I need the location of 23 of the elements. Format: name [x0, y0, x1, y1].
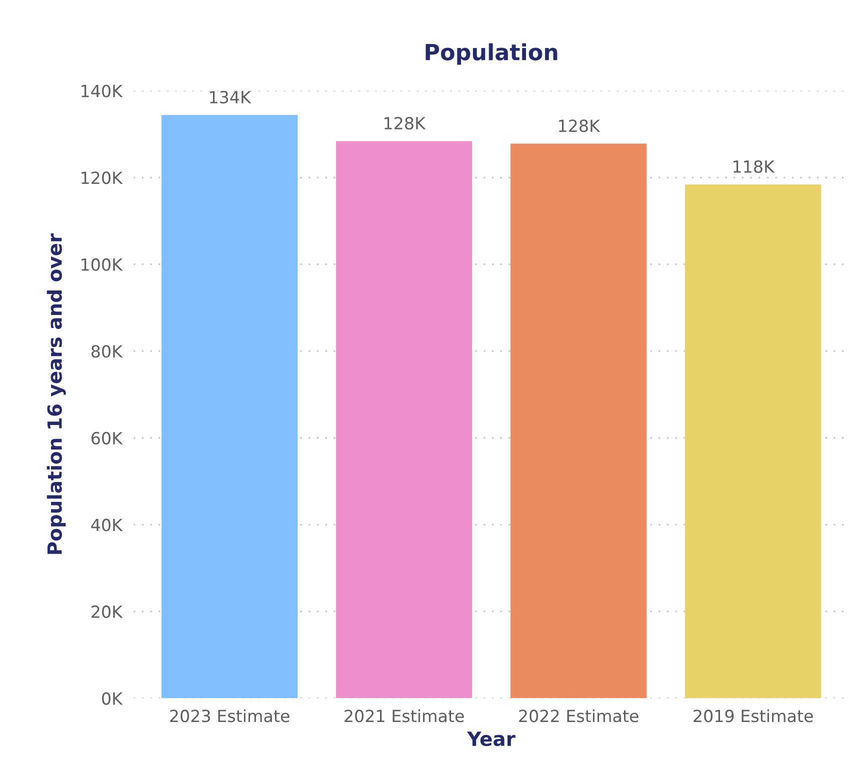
x-tick-label: 2022 Estimate: [519, 709, 638, 722]
y-tick-label: 80K: [91, 345, 123, 358]
data-label: 118K: [734, 160, 775, 173]
data-label: 128K: [384, 116, 426, 130]
bar: [685, 184, 822, 698]
y-axis-title: Population 16 years and over: [46, 233, 66, 554]
y-tick-label: 100K: [82, 258, 123, 271]
data-label: 128K: [559, 120, 600, 132]
y-tick-label: 120K: [82, 171, 123, 184]
y-tick-label: 40K: [91, 518, 123, 532]
data-label: 134K: [210, 90, 252, 104]
bar: [336, 141, 472, 698]
x-axis-title: Year: [467, 732, 516, 746]
y-tick-label: 20K: [92, 605, 123, 618]
x-tick-label: 2023 Estimate: [170, 709, 290, 722]
x-tick-label: 2021 Estimate: [344, 709, 464, 722]
bar: [162, 115, 298, 698]
x-tick-label: 2019 Estimate: [694, 709, 813, 722]
y-tick-label: 0K: [102, 692, 123, 705]
chart-title: Population: [426, 43, 558, 65]
y-tick-label: 140K: [82, 84, 123, 98]
bar: [510, 144, 647, 698]
y-tick-label: 60K: [92, 432, 123, 444]
